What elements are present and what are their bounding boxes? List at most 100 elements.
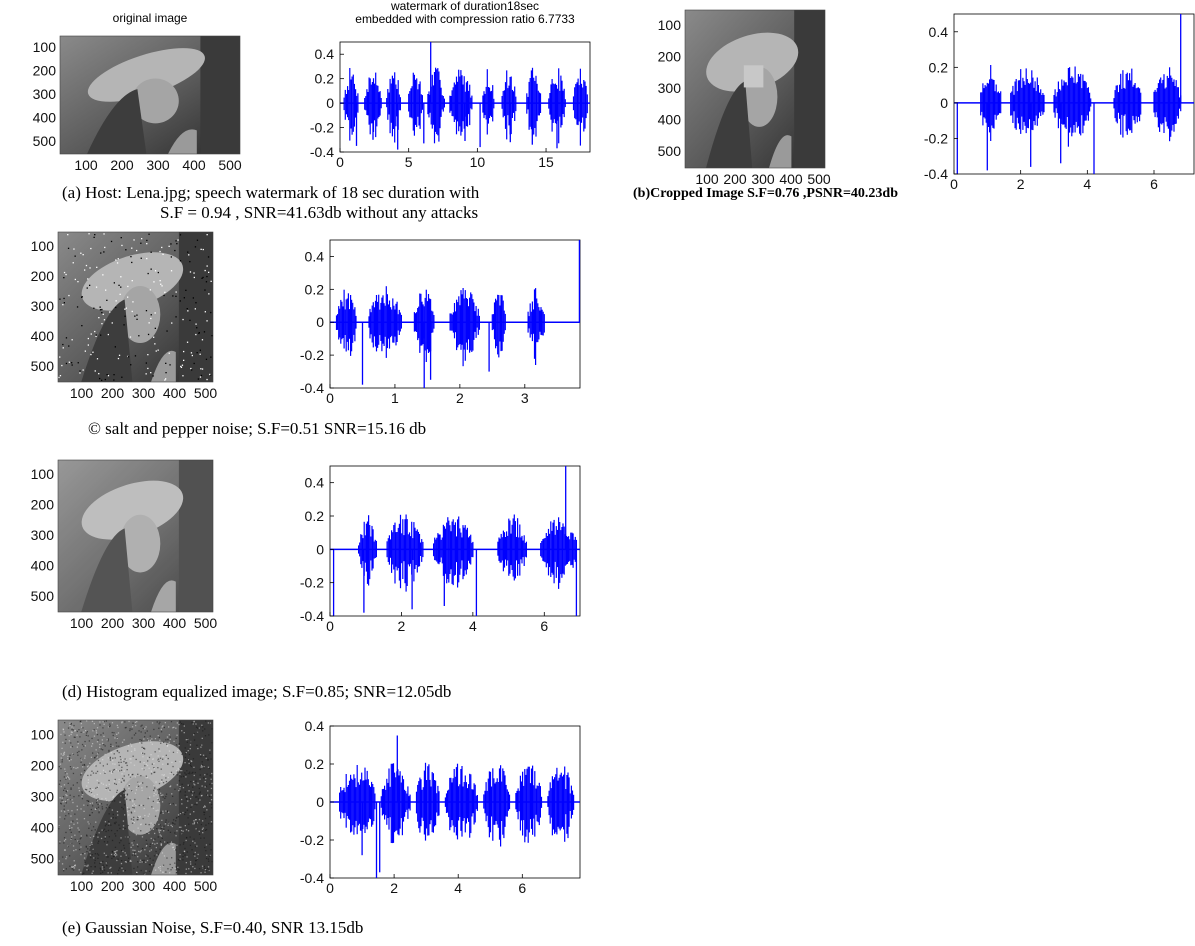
noise-pixel [211,335,213,337]
noise-pixel [145,763,147,765]
noise-pixel [141,768,143,770]
noise-pixel [70,722,72,725]
caption-e: (e) Gaussian Noise, S.F=0.40, SNR 13.15d… [62,918,364,937]
noise-pixel [104,825,107,827]
noise-pixel [81,749,83,751]
noise-pixel [68,361,70,363]
noise-pixel [133,867,135,870]
noise-pixel [115,817,117,819]
image-ytick-label: 200 [658,48,682,64]
noise-pixel [187,800,189,802]
noise-pixel [133,830,135,832]
noise-pixel [140,850,142,852]
noise-pixel [175,820,177,822]
noise-pixel [189,773,191,775]
noise-pixel [73,724,75,727]
noise-pixel [136,318,138,320]
noise-pixel [205,281,208,283]
noise-pixel [116,737,118,739]
waveform-burst [386,514,424,592]
noise-pixel [102,274,104,276]
xtick-label: 2 [1017,176,1025,192]
noise-pixel [163,774,165,777]
noise-pixel [159,834,161,836]
noise-pixel [185,829,188,831]
noise-pixel [99,724,101,726]
noise-pixel [108,800,110,802]
noise-pixel [64,768,66,770]
noise-pixel [114,846,117,848]
caption-b: (b)Cropped Image S.F=0.76 ,PSNR=40.23db [633,186,899,201]
noise-pixel [206,234,208,236]
noise-pixel [180,812,182,814]
noise-pixel [106,844,108,846]
noise-pixel [97,836,99,838]
noise-pixel [74,736,76,738]
noise-pixel [71,836,73,838]
noise-pixel [87,344,89,346]
noise-pixel [104,821,107,823]
noise-pixel [205,358,208,360]
noise-pixel [67,755,69,758]
noise-pixel [177,859,180,861]
noise-pixel [82,794,84,796]
ytick-label: 0.4 [305,718,325,734]
noise-pixel [131,774,133,776]
noise-pixel [81,726,83,728]
waveform-chart-c: -0.4-0.200.20.40 1 2 3 [300,239,581,406]
noise-pixel [85,732,88,734]
noise-pixel [191,722,193,724]
xtick-label: 0 [326,880,334,896]
noise-pixel [131,310,133,313]
noise-pixel [205,857,208,860]
noise-pixel [196,828,198,830]
noise-pixel [195,780,197,782]
hat-shape [81,252,184,311]
noise-pixel [146,243,148,245]
noise-pixel [77,742,79,745]
noise-pixel [203,811,205,813]
noise-pixel [115,306,117,309]
noise-pixel [121,867,123,869]
noise-pixel [198,787,200,790]
noise-pixel [110,817,112,819]
noise-pixel [205,850,207,852]
noise-pixel [203,806,205,808]
noise-pixel [78,843,81,845]
noise-pixel [190,791,192,793]
noise-pixel [73,796,75,798]
noise-pixel [103,841,106,843]
noise-pixel [81,743,84,746]
noise-pixel [187,784,189,786]
noise-pixel [73,248,75,250]
noise-pixel [80,835,82,837]
noise-pixel [196,239,199,241]
hair-shape [706,81,753,168]
noise-pixel [148,824,150,826]
noise-pixel [165,758,167,760]
noise-pixel [131,737,133,739]
noise-pixel [106,299,108,301]
noise-pixel [176,243,178,245]
noise-pixel [125,758,127,761]
noise-pixel [122,781,125,783]
noise-pixel [69,794,71,796]
noise-pixel [170,771,173,773]
noise-pixel [152,807,155,809]
noise-pixel [81,325,83,327]
ytick-label: 0.2 [929,59,949,75]
noise-pixel [107,841,109,843]
noise-pixel [169,872,171,874]
noise-pixel [121,849,123,852]
noise-pixel [105,787,107,790]
noise-pixel [113,282,115,284]
image-ytick-label: 300 [658,80,682,96]
noise-pixel [133,734,136,736]
noise-pixel [63,731,65,733]
noise-pixel [114,782,116,785]
noise-pixel [129,775,131,777]
noise-pixel [156,759,158,761]
noise-pixel [167,757,169,760]
image-ytick-label: 500 [658,143,682,159]
noise-pixel [144,814,146,817]
